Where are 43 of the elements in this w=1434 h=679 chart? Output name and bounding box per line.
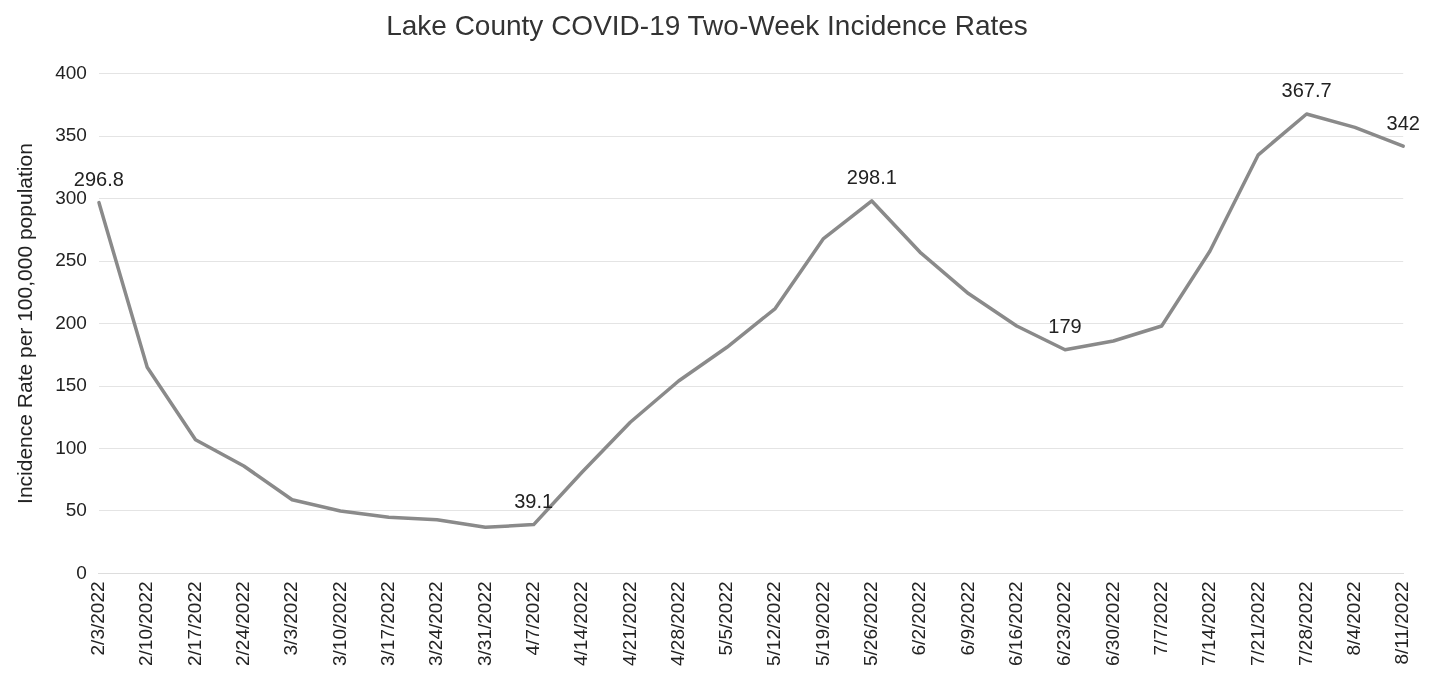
y-tick-label: 0 (76, 561, 87, 583)
y-tick-label: 400 (55, 61, 87, 83)
x-tick-label: 7/14/2022 (1198, 581, 1220, 667)
x-tick-label: 2/3/2022 (87, 581, 109, 656)
x-tick-label: 2/10/2022 (135, 581, 157, 667)
y-axis-title: Incidence Rate per 100,000 population (13, 143, 37, 504)
x-tick-label: 3/3/2022 (280, 581, 302, 656)
x-tick-label: 4/7/2022 (521, 581, 543, 656)
y-tick-label: 200 (55, 311, 87, 333)
data-label: 179 (1048, 315, 1082, 338)
x-tick-label: 5/5/2022 (715, 581, 737, 656)
x-tick-label: 4/28/2022 (666, 581, 688, 667)
data-label: 39.1 (514, 490, 554, 513)
y-tick-label: 100 (55, 436, 87, 458)
chart-title: Lake County COVID-19 Two-Week Incidence Rates (386, 9, 1028, 41)
y-tick-label: 350 (55, 124, 87, 146)
x-tick-label: 6/23/2022 (1053, 581, 1075, 667)
x-tick-label: 7/7/2022 (1149, 581, 1171, 656)
data-label: 367.7 (1281, 79, 1332, 102)
x-tick-label: 4/21/2022 (618, 581, 640, 667)
x-tick-label: 3/10/2022 (328, 581, 350, 667)
x-tick-label: 4/14/2022 (570, 581, 592, 667)
x-tick-label: 8/4/2022 (1343, 581, 1365, 656)
data-label: 342 (1386, 111, 1420, 134)
x-tick-label: 5/26/2022 (860, 581, 882, 667)
x-tick-label: 2/17/2022 (183, 581, 205, 667)
y-tick-label: 250 (55, 249, 87, 271)
x-tick-label: 3/31/2022 (473, 581, 495, 667)
x-tick-label: 7/21/2022 (1246, 581, 1268, 667)
data-label: 298.1 (846, 166, 897, 189)
x-tick-label: 8/11/2022 (1391, 581, 1413, 665)
x-tick-label: 6/2/2022 (908, 581, 930, 656)
x-tick-label: 7/28/2022 (1294, 581, 1316, 667)
x-tick-label: 3/17/2022 (376, 581, 398, 667)
y-tick-label: 50 (65, 499, 87, 521)
y-tick-label: 150 (55, 374, 87, 396)
x-tick-label: 6/16/2022 (1004, 581, 1026, 667)
x-tick-label: 2/24/2022 (232, 581, 254, 667)
x-tick-label: 6/9/2022 (956, 581, 978, 656)
x-tick-label: 5/19/2022 (811, 581, 833, 667)
x-tick-label: 3/24/2022 (425, 581, 447, 667)
x-tick-label: 6/30/2022 (1101, 581, 1123, 667)
x-tick-label: 5/12/2022 (763, 581, 785, 667)
